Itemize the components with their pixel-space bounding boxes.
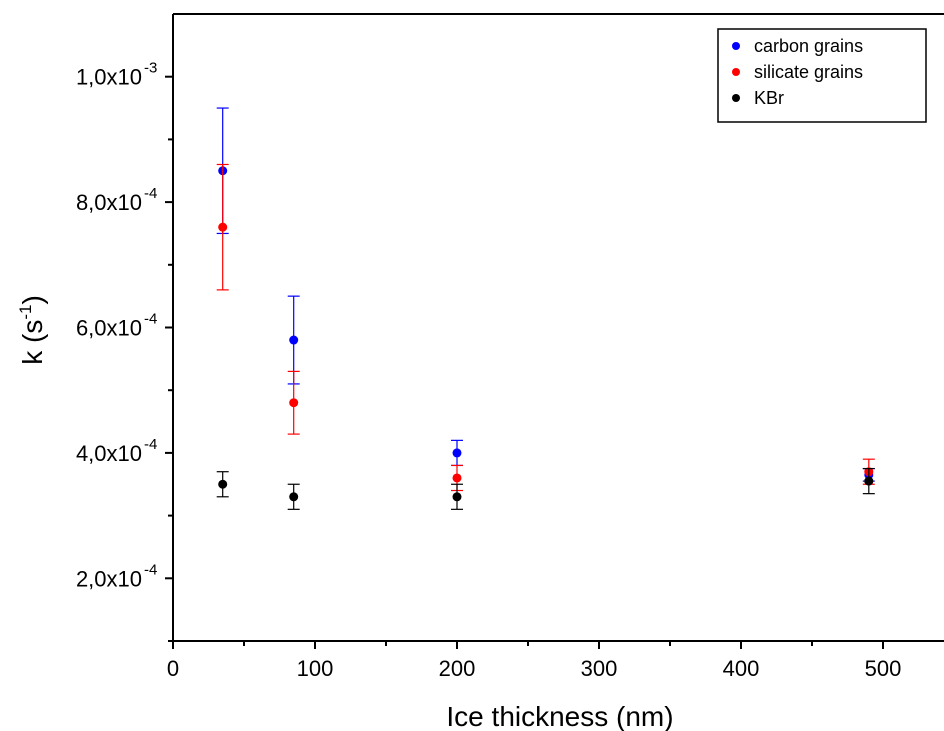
legend-marker [732, 68, 740, 76]
series-carbon-grains [216, 107, 875, 482]
series-KBr [216, 467, 875, 510]
data-point [289, 492, 299, 502]
y-tick-exponent: -3 [144, 60, 157, 77]
x-axis-title: Ice thickness (nm) [446, 701, 673, 731]
y-axis-title-sup: -1 [16, 305, 35, 320]
data-point [864, 476, 874, 486]
y-tick-label: 4,0x10 [76, 441, 142, 466]
y-tick-label: 1,0x10 [76, 65, 142, 90]
legend-label: silicate grains [754, 62, 863, 82]
y-tick-exponent: -4 [144, 311, 157, 328]
x-tick-label: 100 [297, 656, 334, 681]
data-point [452, 448, 462, 458]
data-point [289, 398, 299, 408]
legend-label: KBr [754, 88, 784, 108]
x-tick-label: 200 [439, 656, 476, 681]
data-point [452, 473, 462, 483]
data-point [218, 479, 228, 489]
legend-marker [732, 42, 740, 50]
y-axis-title: k (s-1) [16, 295, 48, 365]
x-tick-label: 500 [865, 656, 902, 681]
legend-marker [732, 94, 740, 102]
y-tick-exponent: -4 [144, 436, 157, 453]
legend-box [717, 28, 927, 123]
axis-titles: Ice thickness (nm) k (s-1) [16, 295, 674, 731]
x-tick-label: 400 [723, 656, 760, 681]
y-tick-label: 6,0x10 [76, 316, 142, 341]
data-marks [216, 107, 875, 510]
y-axis-title-base: k (s [17, 320, 48, 365]
y-axis-title-close: ) [17, 295, 48, 304]
legend-label: carbon grains [754, 36, 863, 56]
y-tick-exponent: -4 [144, 561, 157, 578]
data-point [452, 492, 462, 502]
y-tick-exponent: -4 [144, 185, 157, 202]
series-silicate-grains [216, 163, 875, 492]
y-tick-label: 2,0x10 [76, 566, 142, 591]
data-point [289, 335, 299, 345]
legend: carbon grains silicate grains KBr [717, 28, 927, 123]
x-tick-label: 0 [167, 656, 179, 681]
y-tick-label: 8,0x10 [76, 190, 142, 215]
data-point [218, 222, 228, 232]
x-tick-label: 300 [581, 656, 618, 681]
